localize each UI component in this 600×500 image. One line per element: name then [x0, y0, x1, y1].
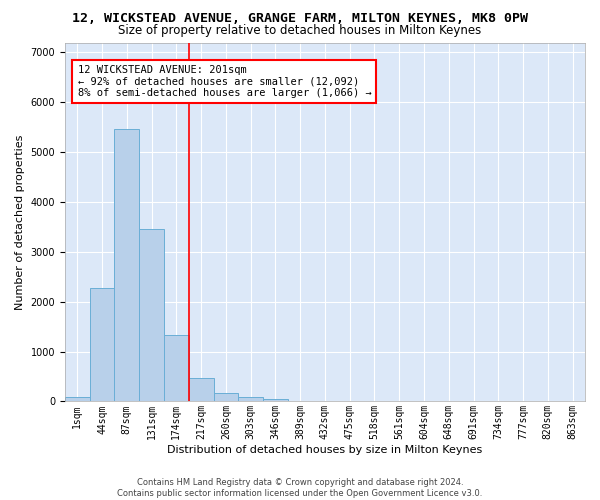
Text: Contains HM Land Registry data © Crown copyright and database right 2024.
Contai: Contains HM Land Registry data © Crown c… — [118, 478, 482, 498]
Bar — [139, 230, 164, 402]
Bar — [164, 335, 189, 402]
Bar — [115, 128, 139, 402]
Text: 12, WICKSTEAD AVENUE, GRANGE FARM, MILTON KEYNES, MK8 0PW: 12, WICKSTEAD AVENUE, GRANGE FARM, MILTO… — [72, 12, 528, 26]
Bar — [189, 378, 214, 402]
Bar — [65, 398, 89, 402]
Bar — [89, 288, 115, 402]
Text: Size of property relative to detached houses in Milton Keynes: Size of property relative to detached ho… — [118, 24, 482, 37]
Bar — [263, 399, 288, 402]
Y-axis label: Number of detached properties: Number of detached properties — [15, 134, 25, 310]
X-axis label: Distribution of detached houses by size in Milton Keynes: Distribution of detached houses by size … — [167, 445, 482, 455]
Text: 12 WICKSTEAD AVENUE: 201sqm
← 92% of detached houses are smaller (12,092)
8% of : 12 WICKSTEAD AVENUE: 201sqm ← 92% of det… — [77, 65, 371, 98]
Bar — [214, 393, 238, 402]
Bar — [238, 397, 263, 402]
